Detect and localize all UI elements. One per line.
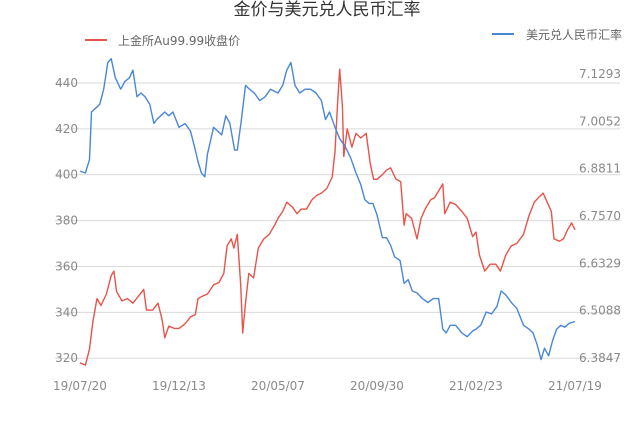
legend-usdcny[interactable]: 美元兑人民币汇率 [492, 27, 622, 42]
x-tick-label: 21/07/19 [548, 379, 602, 393]
x-axis: 19/07/20 19/12/13 20/05/07 20/09/30 21/02/23… [53, 379, 602, 393]
y-left-tick-label: 380 [55, 214, 78, 228]
y-right-tick-label: 6.5088 [579, 304, 621, 318]
y-right-tick-label: 6.6329 [579, 256, 621, 270]
y-left-tick-label: 340 [55, 305, 78, 319]
y-right-tick-label: 7.0052 [579, 114, 621, 128]
legend-gold-label: 上金所Au99.99收盘价 [118, 33, 240, 48]
x-tick-label: 20/09/30 [350, 379, 404, 393]
gridlines [55, 82, 620, 359]
plot-area [79, 58, 576, 366]
x-tick-label: 19/12/13 [152, 379, 206, 393]
y-left-tick-label: 400 [55, 168, 78, 182]
y-right-tick-label: 6.8811 [579, 162, 621, 176]
legend-usdcny-label: 美元兑人民币汇率 [526, 27, 622, 42]
y-axis-left: 320 340 360 380 400 420 440 [55, 76, 78, 365]
x-tick-label: 21/02/23 [449, 379, 503, 393]
x-tick-label: 19/07/20 [53, 379, 107, 393]
y-axis-right: 6.3847 6.5088 6.6329 6.7570 6.8811 7.0052 7.12… [579, 67, 621, 365]
y-right-tick-label: 6.7570 [579, 209, 621, 223]
legend-gold[interactable]: 上金所Au99.99收盘价 [85, 33, 240, 48]
x-tick-label: 20/05/07 [251, 379, 305, 393]
y-right-tick-label: 7.1293 [579, 67, 621, 81]
chart-title: 金价与美元兑人民币汇率 [234, 0, 421, 20]
series-line-usdcny [79, 58, 576, 361]
y-left-tick-label: 420 [55, 122, 78, 136]
y-right-tick-label: 6.3847 [579, 351, 621, 365]
y-left-tick-label: 440 [55, 76, 78, 90]
series-line-gold [79, 68, 576, 366]
y-left-tick-label: 360 [55, 259, 78, 273]
y-left-tick-label: 320 [55, 351, 78, 365]
